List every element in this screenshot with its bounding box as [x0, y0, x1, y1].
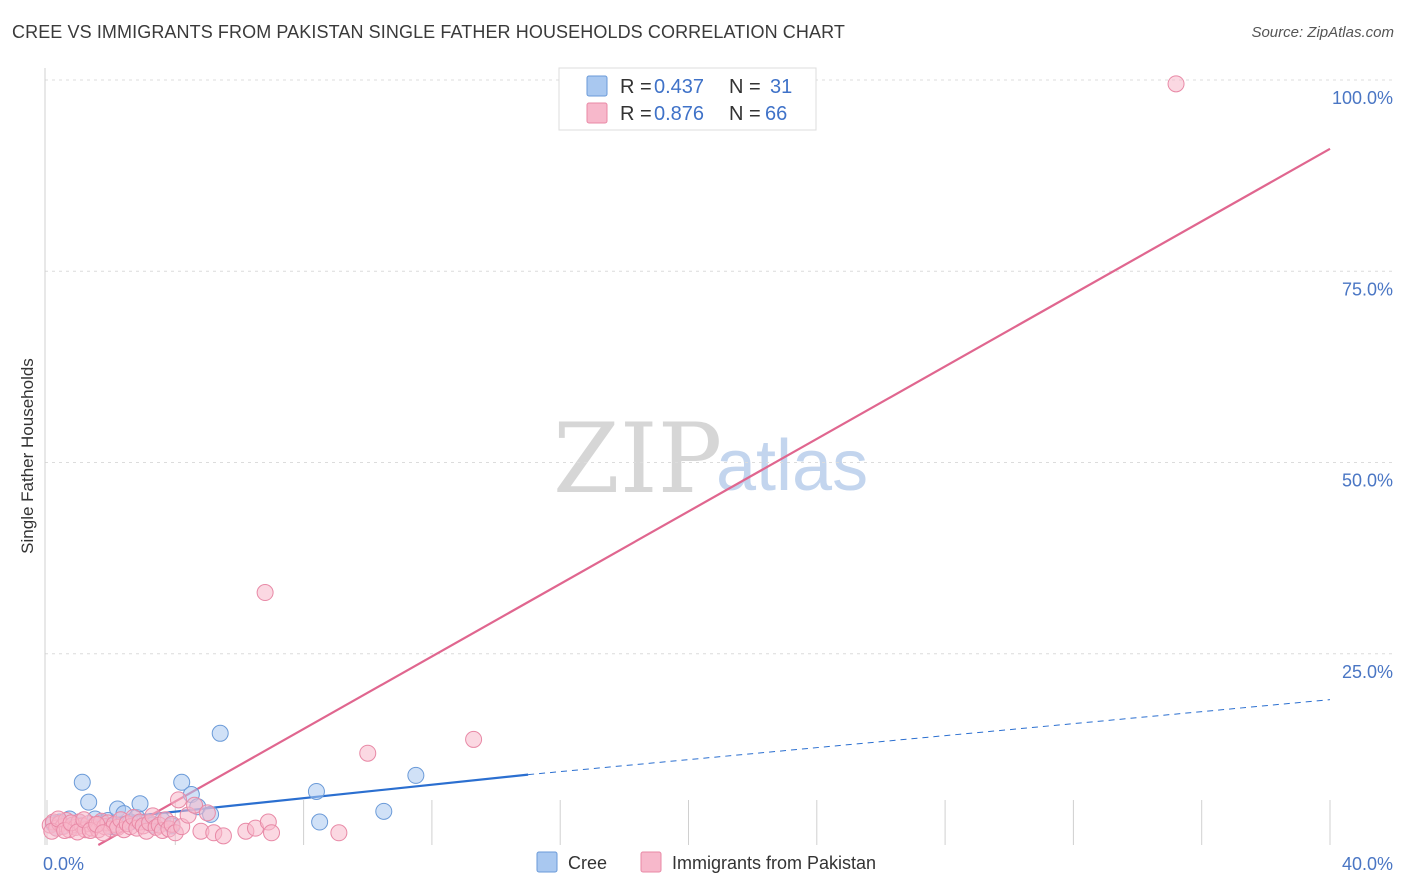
data-point-pakistan — [198, 804, 216, 822]
legend-swatch-pakistan — [586, 102, 608, 124]
y-tick-label: 75.0% — [1342, 279, 1393, 299]
data-point-cree — [307, 782, 325, 800]
data-point-pakistan — [214, 827, 232, 845]
bottom-legend-label-cree: Cree — [568, 853, 607, 873]
data-point-cree — [73, 773, 91, 791]
data-point-pakistan — [359, 744, 377, 762]
data-point-pakistan — [94, 824, 112, 842]
bottom-legend-swatch-cree — [536, 851, 558, 873]
chart-source: Source: ZipAtlas.com — [1251, 24, 1394, 41]
data-point-pakistan — [465, 730, 483, 748]
watermark: ZIP atlas — [553, 403, 868, 515]
data-point-pakistan — [170, 791, 188, 809]
y-tick-label: 100.0% — [1332, 88, 1393, 108]
data-point-cree — [311, 813, 329, 831]
legend-r-label-pakistan: R = — [620, 103, 652, 125]
legend-n-value-cree: 31 — [770, 76, 792, 98]
data-point-cree — [211, 724, 229, 742]
legend-r-value-cree: 0.437 — [654, 76, 704, 98]
watermark-atlas-text: atlas — [716, 426, 868, 506]
data-point-cree — [80, 793, 98, 811]
y-tick-label: 50.0% — [1342, 471, 1393, 491]
bottom-legend: Cree Immigrants from Pakistan — [536, 851, 876, 873]
legend-n-label-cree: N = — [729, 76, 761, 98]
data-point-cree — [375, 802, 393, 820]
tick-labels: 25.0% 50.0% 75.0% 100.0% 0.0% 40.0% — [43, 88, 1393, 874]
y-tick-label: 25.0% — [1342, 662, 1393, 682]
data-point-cree — [407, 766, 425, 784]
bottom-legend-label-pakistan: Immigrants from Pakistan — [672, 853, 876, 873]
legend-n-value-pakistan: 66 — [765, 103, 787, 125]
legend-r-value-pakistan: 0.876 — [654, 103, 704, 125]
data-point-cree — [131, 795, 149, 813]
trend-line-extension — [528, 699, 1331, 776]
grid — [45, 79, 1395, 655]
data-points — [41, 75, 1185, 845]
watermark-zip-text: ZIP — [553, 403, 722, 515]
data-point-pakistan — [330, 824, 348, 842]
data-point-pakistan — [256, 584, 274, 602]
chart-title: CREE VS IMMIGRANTS FROM PAKISTAN SINGLE … — [12, 22, 845, 42]
legend-r-label-cree: R = — [620, 76, 652, 98]
trend-line — [97, 147, 1331, 846]
data-point-pakistan — [1167, 75, 1185, 93]
data-point-pakistan — [186, 796, 204, 814]
x-tick-label: 40.0% — [1342, 854, 1393, 874]
x-tick-label: 0.0% — [43, 854, 84, 874]
legend: R = 0.437 N = 31 R = 0.876 N = 66 — [558, 67, 817, 131]
data-point-cree — [173, 773, 191, 791]
legend-swatch-cree — [586, 75, 608, 97]
legend-n-label-pakistan: N = — [729, 103, 761, 125]
bottom-legend-swatch-pakistan — [640, 851, 662, 873]
data-point-pakistan — [263, 824, 281, 842]
